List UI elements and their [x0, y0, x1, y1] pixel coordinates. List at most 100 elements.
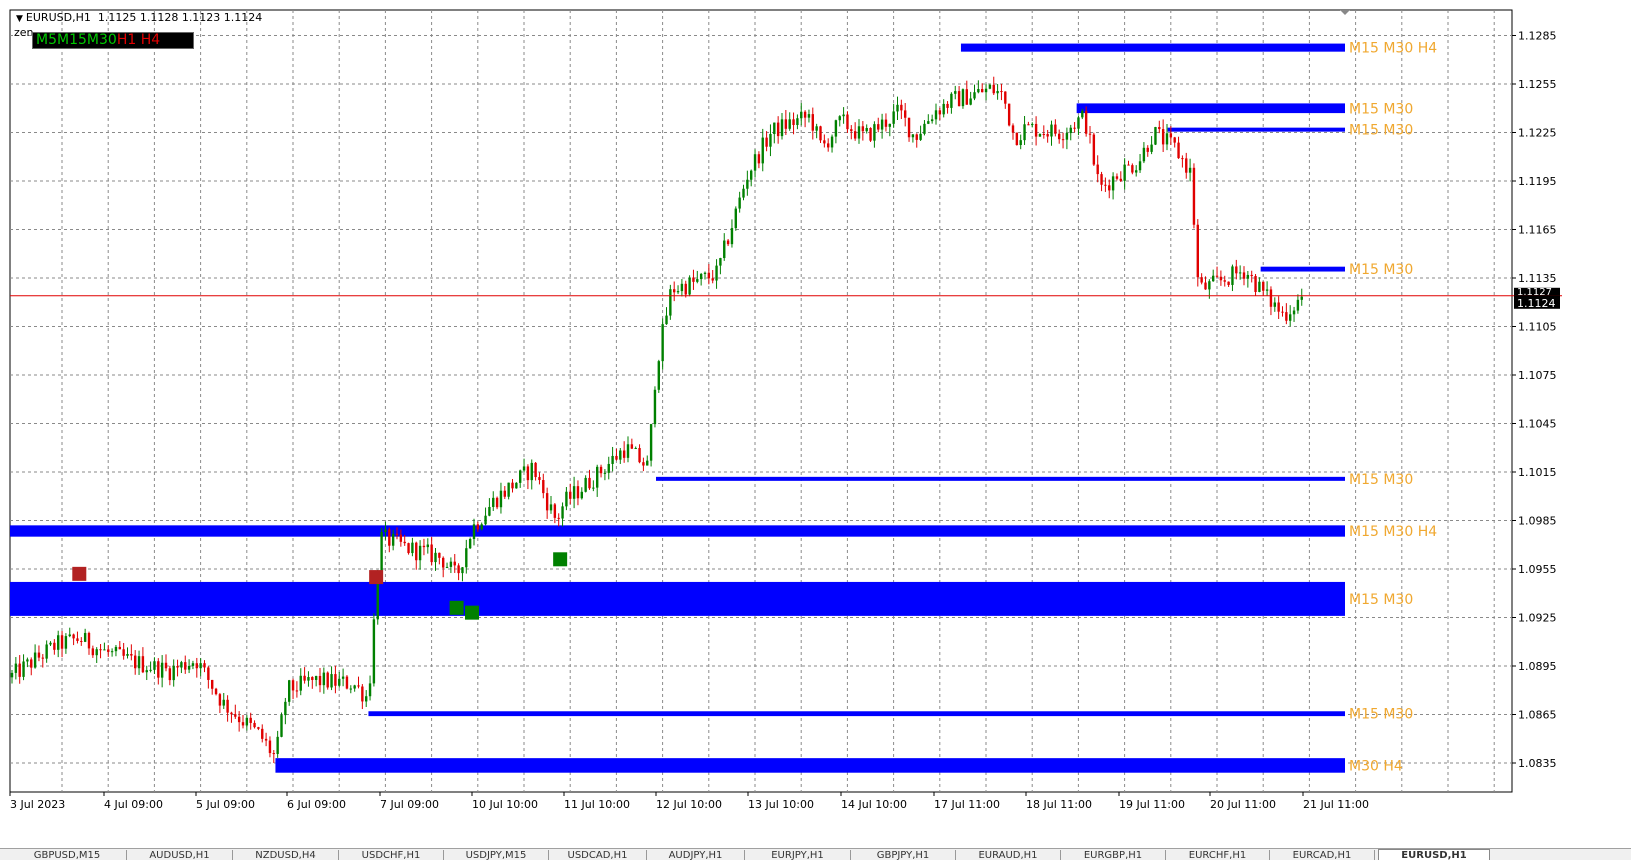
- price-box-ask: [1514, 287, 1560, 296]
- candle-body: [1192, 167, 1196, 225]
- candle-body: [1131, 165, 1134, 173]
- candle-body: [992, 84, 995, 94]
- candle-body: [823, 140, 826, 144]
- candle-body: [684, 283, 687, 295]
- candle-body: [1185, 158, 1188, 173]
- symbol-timeframe: EURUSD,H1: [25, 11, 91, 24]
- candle-body: [742, 188, 745, 198]
- candle-body: [842, 114, 845, 117]
- candle-body: [1065, 133, 1069, 140]
- tab-eurjpy-h1[interactable]: EURJPY,H1: [745, 850, 851, 860]
- candle-body: [534, 462, 537, 478]
- candle-body: [596, 466, 599, 488]
- candle-body: [776, 122, 780, 137]
- sell-signal-marker: [72, 566, 87, 581]
- y-tick-label: 1.0835: [1518, 757, 1557, 770]
- plot-frame: [9, 9, 1513, 793]
- candle-body: [237, 716, 241, 723]
- x-tick-label: 3 Jul 2023: [10, 798, 65, 811]
- candle-body: [1235, 266, 1238, 274]
- candle-body: [865, 127, 868, 132]
- candle-body: [499, 490, 503, 508]
- candle-body: [53, 642, 56, 650]
- candle-body: [114, 646, 118, 652]
- candle-body: [415, 542, 418, 561]
- candle-body: [230, 712, 233, 715]
- candle-body: [1281, 311, 1284, 313]
- tab-eurusd-h1[interactable]: EURUSD,H1: [1378, 849, 1490, 860]
- candle-body: [1015, 132, 1019, 146]
- candle-body: [87, 632, 91, 649]
- candle-body: [107, 649, 110, 652]
- candle-body: [580, 491, 583, 499]
- candle-body: [1142, 147, 1146, 162]
- candle-body: [973, 92, 976, 99]
- candle-body: [726, 240, 730, 245]
- zone-label: M15 M30: [1349, 707, 1413, 723]
- tab-gbpjpy-h1[interactable]: GBPJPY,H1: [851, 850, 956, 860]
- current-price-box: [1514, 295, 1560, 309]
- candle-body: [1292, 310, 1296, 315]
- candle-body: [861, 126, 865, 132]
- tab-gbpusd-m15[interactable]: GBPUSD,M15: [8, 850, 127, 860]
- candle-body: [507, 482, 510, 497]
- candle-body: [869, 127, 872, 141]
- tab-eurchf-h1[interactable]: EURCHF,H1: [1166, 850, 1270, 860]
- candle-body: [395, 533, 399, 535]
- candle-body: [707, 272, 711, 279]
- tab-audusd-h1[interactable]: AUDUSD,H1: [127, 850, 233, 860]
- candle-body: [1034, 123, 1038, 137]
- candle-body: [661, 324, 664, 362]
- candle-body: [284, 701, 287, 716]
- candle-body: [211, 679, 214, 689]
- dropdown-triangle-icon[interactable]: ▼: [16, 14, 23, 24]
- candle-body: [465, 548, 468, 568]
- tab-eurgbp-h1[interactable]: EURGBP,H1: [1061, 850, 1166, 860]
- candle-body: [399, 534, 403, 542]
- candle-body: [561, 506, 564, 519]
- candle-body: [923, 123, 926, 134]
- candle-body: [1038, 134, 1042, 137]
- candle-body: [1196, 224, 1199, 278]
- y-tick-label: 1.0925: [1518, 612, 1557, 625]
- sell-signal-marker: [369, 570, 384, 585]
- candle-body: [176, 666, 179, 668]
- candle-body: [1231, 266, 1234, 285]
- candle-body: [60, 635, 64, 649]
- candle-body: [45, 644, 48, 659]
- candle-body: [110, 651, 114, 653]
- candle-body: [1031, 123, 1034, 125]
- tab-audjpy-h1[interactable]: AUDJPY,H1: [647, 850, 745, 860]
- candle-body: [1115, 176, 1119, 179]
- candle-body: [472, 524, 476, 540]
- candle-body: [1146, 147, 1149, 152]
- tab-eurcad-h1[interactable]: EURCAD,H1: [1270, 850, 1375, 860]
- candle-body: [376, 575, 379, 620]
- candle-body: [126, 653, 129, 656]
- candle-body: [99, 649, 102, 651]
- candle-body: [1061, 139, 1065, 141]
- candle-body: [946, 103, 949, 108]
- tab-nzdusd-h4[interactable]: NZDUSD,H4: [233, 850, 339, 860]
- tab-usdcad-h1[interactable]: USDCAD,H1: [549, 850, 647, 860]
- tab-euraud-h1[interactable]: EURAUD,H1: [956, 850, 1061, 860]
- tab-usdjpy-m15[interactable]: USDJPY,M15: [444, 850, 549, 860]
- candle-body: [634, 448, 637, 450]
- candle-body: [730, 228, 734, 245]
- candle-body: [430, 544, 433, 563]
- x-tick-label: 19 Jul 11:00: [1119, 798, 1185, 811]
- candle-body: [553, 504, 557, 518]
- y-tick-label: 1.0985: [1518, 515, 1557, 528]
- candle-body: [26, 659, 29, 662]
- candle-body: [160, 662, 164, 678]
- candle-body: [68, 634, 71, 637]
- zone-label: M15 M30 H4: [1349, 524, 1437, 540]
- candle-body: [72, 634, 75, 639]
- candle-body: [850, 129, 853, 132]
- candle-body: [969, 98, 972, 105]
- candle-body: [49, 642, 52, 645]
- tab-usdchf-h1[interactable]: USDCHF,H1: [339, 850, 444, 860]
- candle-body: [542, 480, 545, 494]
- sr-zone: [368, 711, 1345, 717]
